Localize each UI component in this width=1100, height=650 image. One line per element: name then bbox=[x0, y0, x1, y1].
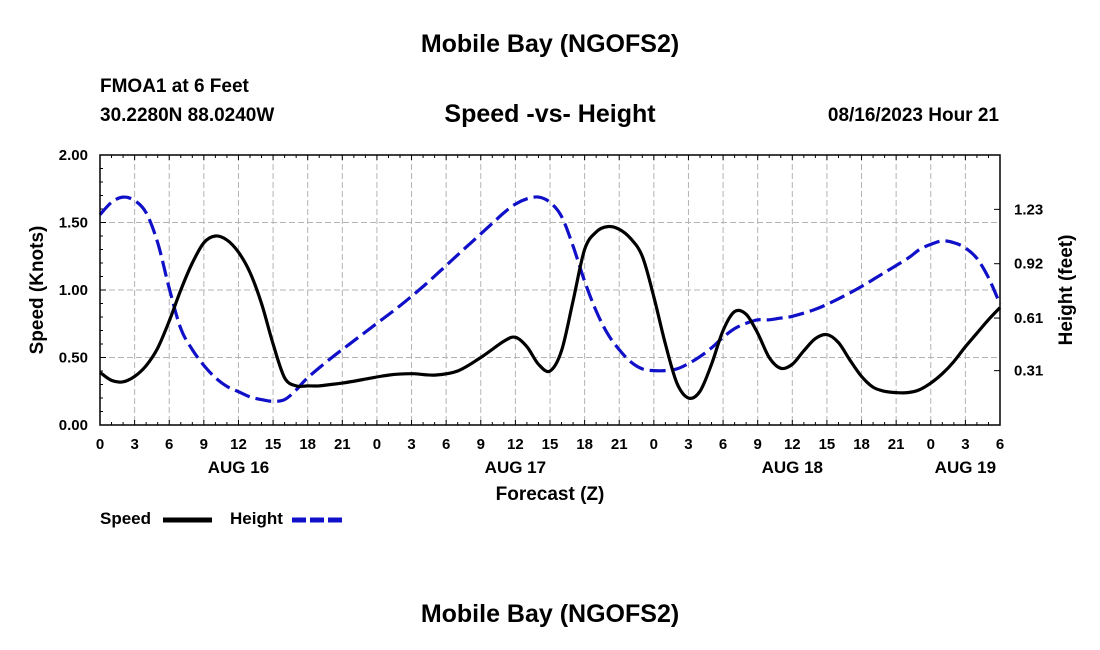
x-tick-label: 12 bbox=[230, 436, 247, 453]
y-tick-label: 0.00 bbox=[59, 417, 88, 434]
x-tick-label: 3 bbox=[407, 436, 415, 453]
x-tick-label: 9 bbox=[200, 436, 208, 453]
x-tick-label: 15 bbox=[265, 436, 282, 453]
x-tick-label: 6 bbox=[719, 436, 727, 453]
footer-title: Mobile Bay (NGOFS2) bbox=[420, 600, 680, 628]
x-tick-label: 0 bbox=[927, 436, 935, 453]
x-tick-label: 18 bbox=[299, 436, 316, 453]
series bbox=[98, 195, 1002, 403]
x-tick-label: 15 bbox=[542, 436, 559, 453]
station-label: FMOA1 at 6 Feet bbox=[100, 76, 249, 97]
x-axis-title: Forecast (Z) bbox=[496, 484, 605, 505]
x-tick-label: 12 bbox=[784, 436, 801, 453]
forecast-datetime: 08/16/2023 Hour 21 bbox=[827, 105, 999, 126]
page-title: Mobile Bay (NGOFS2) bbox=[420, 30, 680, 58]
x-tick-label: 9 bbox=[754, 436, 762, 453]
y-tick-label: 2.00 bbox=[59, 147, 88, 164]
date-label: AUG 19 bbox=[935, 458, 996, 477]
x-tick-label: 18 bbox=[853, 436, 870, 453]
date-label: AUG 17 bbox=[485, 458, 546, 477]
plot-frame bbox=[99, 154, 1001, 426]
x-tick-label: 15 bbox=[819, 436, 836, 453]
speed-series-line bbox=[99, 224, 1002, 400]
x-tick-label: 6 bbox=[165, 436, 173, 453]
station-coordinates: 30.2280N 88.0240W bbox=[100, 105, 275, 126]
legend-speed-label: Speed bbox=[100, 509, 152, 528]
y-tick-label: 0.50 bbox=[59, 350, 88, 367]
x-tick-label: 6 bbox=[442, 436, 450, 453]
date-label: AUG 16 bbox=[208, 458, 269, 477]
y-tick-label: 1.00 bbox=[59, 282, 88, 299]
y-tick-label: 1.50 bbox=[59, 215, 88, 232]
y2-tick-label: 0.61 bbox=[1014, 310, 1043, 327]
x-tick-label: 0 bbox=[96, 436, 104, 453]
chart-subtitle: Speed -vs- Height bbox=[444, 100, 656, 128]
x-tick-label: 21 bbox=[334, 436, 351, 453]
x-tick-label: 0 bbox=[650, 436, 658, 453]
legend-height-label: Height bbox=[230, 509, 283, 528]
height-series-line bbox=[98, 195, 1002, 403]
x-tick-label: 3 bbox=[961, 436, 969, 453]
x-tick-label: 21 bbox=[888, 436, 905, 453]
x-tick-label: 0 bbox=[373, 436, 381, 453]
x-tick-label: 12 bbox=[507, 436, 524, 453]
x-tick-label: 3 bbox=[130, 436, 138, 453]
date-label: AUG 18 bbox=[762, 458, 823, 477]
x-tick-label: 18 bbox=[576, 436, 593, 453]
x-tick-label: 21 bbox=[611, 436, 628, 453]
x-tick-label: 9 bbox=[477, 436, 485, 453]
y-axis-title: Speed (Knots) bbox=[27, 226, 48, 355]
y2-tick-label: 1.23 bbox=[1014, 201, 1043, 218]
x-tick-label: 6 bbox=[996, 436, 1004, 453]
y2-tick-label: 0.31 bbox=[1014, 363, 1043, 380]
x-tick-label: 3 bbox=[684, 436, 692, 453]
grid bbox=[100, 155, 1000, 425]
y2-tick-label: 0.92 bbox=[1014, 256, 1043, 273]
axis-labels: 0 3 6 9 12 15 18 21 0 3 6 9 12 15 18 21 0 3 6 9 12 15 18 21 0 3 6 0… bbox=[59, 147, 1043, 477]
y2-axis-title: Height (feet) bbox=[1056, 235, 1077, 346]
